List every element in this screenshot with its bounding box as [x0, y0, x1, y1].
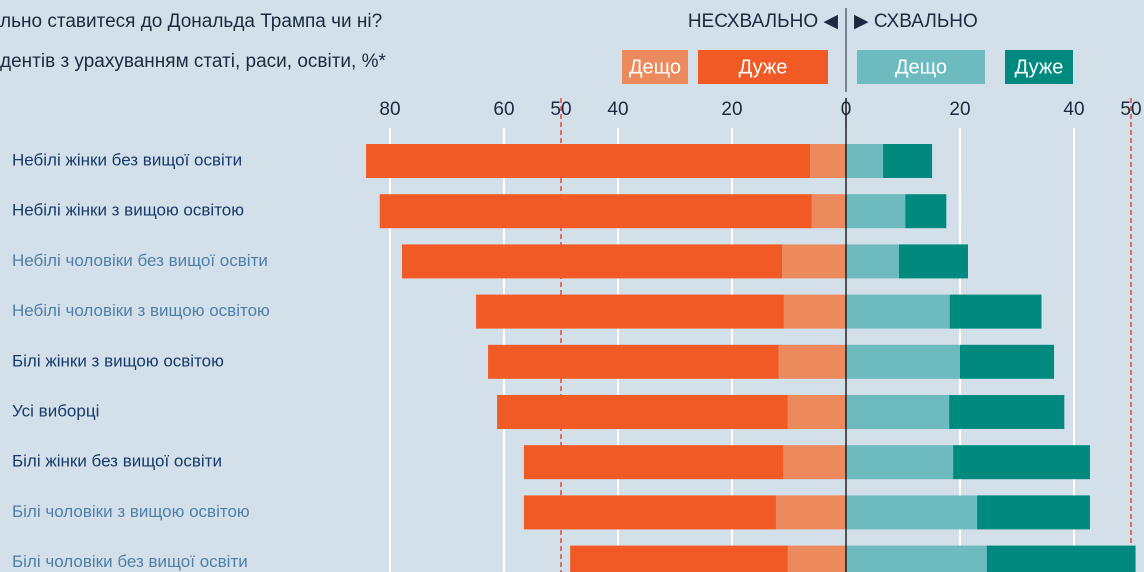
category-label: Білі жінки з вищою освітою	[12, 351, 224, 370]
legend-label: Дуже	[1015, 56, 1064, 78]
x-tick-label: 60	[493, 99, 514, 120]
bar	[846, 244, 900, 279]
bar	[787, 545, 846, 572]
bar	[846, 194, 906, 229]
bar	[497, 395, 788, 429]
category-label: Білі чоловіки з вищою освітою	[12, 502, 250, 521]
bar	[783, 445, 846, 480]
bar	[883, 144, 933, 178]
bar	[986, 545, 1136, 572]
legend-swatch	[698, 50, 828, 84]
bar	[523, 445, 784, 480]
bar	[953, 445, 1090, 480]
legend-label: Дещо	[895, 56, 947, 78]
legend-swatch	[1005, 50, 1073, 84]
bar	[846, 545, 987, 572]
bar	[787, 395, 846, 429]
x-tick-label: 80	[379, 99, 400, 120]
x-tick-label: 20	[949, 99, 970, 120]
bar	[846, 144, 884, 178]
legend-swatch	[857, 50, 985, 84]
legend-label: Дещо	[629, 56, 681, 78]
bar	[523, 495, 776, 530]
legend-swatch	[622, 50, 688, 84]
bar	[401, 244, 783, 279]
approve-header: ▶ СХВАЛЬНО	[854, 11, 978, 32]
bar	[488, 344, 779, 379]
bar	[810, 144, 846, 178]
bar	[846, 344, 960, 379]
category-label: Небілі чоловіки з вищою освітою	[12, 301, 270, 320]
bar	[379, 194, 812, 229]
bar	[949, 294, 1042, 329]
bar	[783, 294, 846, 329]
bar	[846, 495, 978, 530]
bar	[775, 495, 846, 530]
category-label: Білі чоловіки без вищої освіти	[12, 552, 248, 571]
bar	[570, 545, 788, 572]
x-tick-label: 40	[607, 99, 628, 120]
bar	[811, 194, 846, 229]
bar	[778, 344, 846, 379]
category-label: Небілі чоловіки без вищої освіти	[12, 251, 268, 270]
disapprove-header: НЕСХВАЛЬНО ◀	[688, 11, 839, 32]
bar	[977, 495, 1090, 530]
category-label: Небілі жінки без вищої освіти	[12, 150, 242, 169]
bar	[782, 244, 846, 279]
bar	[899, 244, 968, 279]
category-label: Небілі жінки з вищою освітою	[12, 201, 244, 220]
bar	[476, 294, 784, 329]
bar	[960, 344, 1055, 379]
bar	[949, 395, 1065, 429]
bar	[846, 395, 950, 429]
bar	[846, 445, 954, 480]
x-tick-label: 20	[721, 99, 742, 120]
legend-label: Дуже	[739, 56, 788, 78]
bar	[905, 194, 947, 229]
category-label: Усі виборці	[12, 401, 99, 420]
chart-title: льно ставитеся до Дональда Трампа чи ні?	[0, 11, 382, 32]
category-label: Білі жінки без вищої освіти	[12, 452, 222, 471]
bar	[366, 144, 811, 178]
x-tick-label: 40	[1063, 99, 1084, 120]
bar	[846, 294, 950, 329]
chart-subtitle: дентів з урахуванням статі, раси, освіти…	[0, 51, 386, 72]
